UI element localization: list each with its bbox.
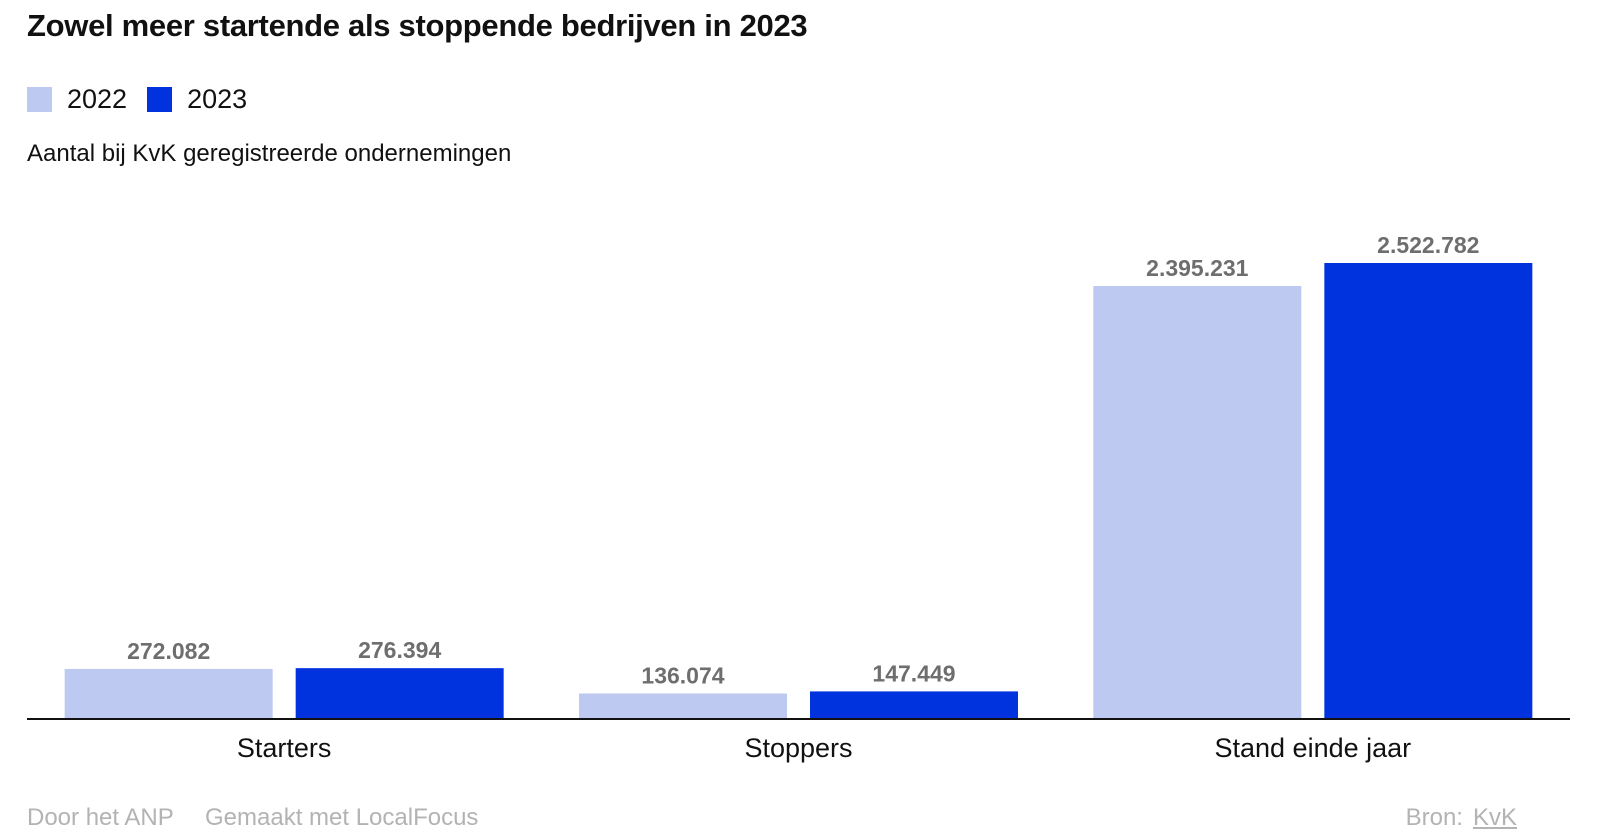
footer-credit: Door het ANP bbox=[27, 804, 174, 831]
bar-2023-0[interactable] bbox=[295, 668, 504, 718]
value-label-2022-1: 136.074 bbox=[641, 662, 724, 688]
legend-swatch-2023 bbox=[147, 86, 173, 112]
legend: 2022 2023 bbox=[27, 82, 267, 116]
bar-2022-0[interactable] bbox=[64, 668, 273, 718]
category-label-1: Stoppers bbox=[744, 733, 852, 763]
footer-source: Bron: KvK bbox=[1406, 804, 1517, 832]
category-label-2: Stand einde jaar bbox=[1215, 733, 1412, 763]
legend-item-2023: 2023 bbox=[147, 84, 247, 115]
source-link[interactable]: KvK bbox=[1472, 804, 1517, 831]
bar-2023-2[interactable] bbox=[1324, 263, 1533, 718]
legend-item-2022: 2022 bbox=[27, 84, 127, 115]
value-label-2023-2: 2.522.782 bbox=[1377, 232, 1479, 258]
footer-credits: Door het ANP Gemaakt met LocalFocus bbox=[27, 804, 478, 832]
value-label-2022-2: 2.395.231 bbox=[1146, 255, 1249, 281]
legend-swatch-2022 bbox=[27, 86, 52, 112]
value-label-2023-1: 147.449 bbox=[872, 660, 955, 686]
bar-2023-1[interactable] bbox=[810, 691, 1018, 718]
value-label-2023-0: 276.394 bbox=[358, 637, 441, 663]
chart-title: Zowel meer startende als stoppende bedri… bbox=[27, 8, 808, 43]
legend-label-2022: 2022 bbox=[67, 83, 128, 114]
bar-2022-2[interactable] bbox=[1093, 286, 1302, 718]
source-label: Bron: bbox=[1405, 804, 1463, 831]
footer-made-with[interactable]: Gemaakt met LocalFocus bbox=[204, 804, 479, 831]
chart-subtitle: Aantal bij KvK geregistreerde ondernemin… bbox=[27, 140, 512, 167]
category-label-0: Starters bbox=[237, 733, 332, 763]
legend-label-2023: 2023 bbox=[187, 83, 248, 114]
bar-2022-1[interactable] bbox=[579, 693, 787, 718]
value-label-2022-0: 272.082 bbox=[127, 638, 210, 664]
